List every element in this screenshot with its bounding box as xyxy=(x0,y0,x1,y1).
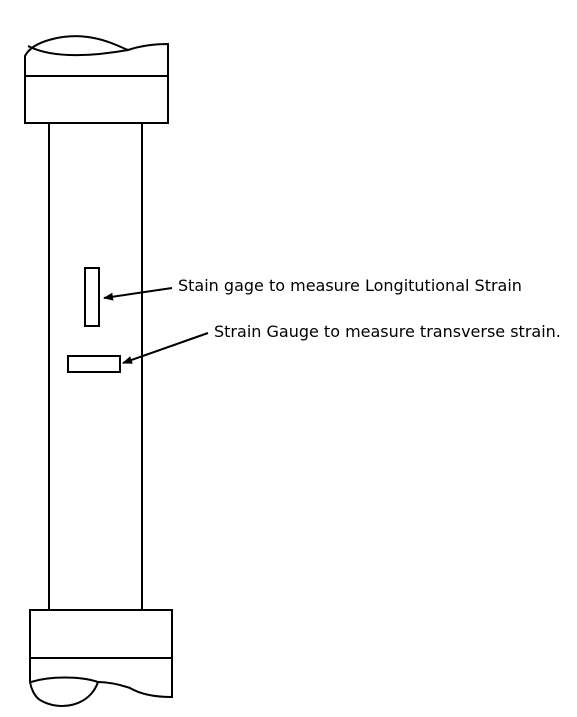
longitudinal-leader-arrow xyxy=(103,287,173,301)
bottom-grip-broken-end xyxy=(29,657,173,707)
longitudinal-strain-gauge xyxy=(84,267,100,327)
transverse-gauge-label: Strain Gauge to measure transverse strai… xyxy=(214,322,561,341)
bottom-grip-break-line xyxy=(30,676,99,683)
top-grip-break-line xyxy=(27,45,129,57)
top-grip-body xyxy=(24,75,169,124)
top-grip xyxy=(24,35,169,124)
longitudinal-gauge-label: Stain gage to measure Longitutional Stra… xyxy=(178,276,522,295)
transverse-strain-gauge xyxy=(67,355,121,373)
top-grip-broken-end xyxy=(24,35,169,77)
transverse-leader-arrow xyxy=(122,332,209,364)
bottom-grip xyxy=(29,609,173,707)
bottom-grip-body xyxy=(29,609,173,659)
